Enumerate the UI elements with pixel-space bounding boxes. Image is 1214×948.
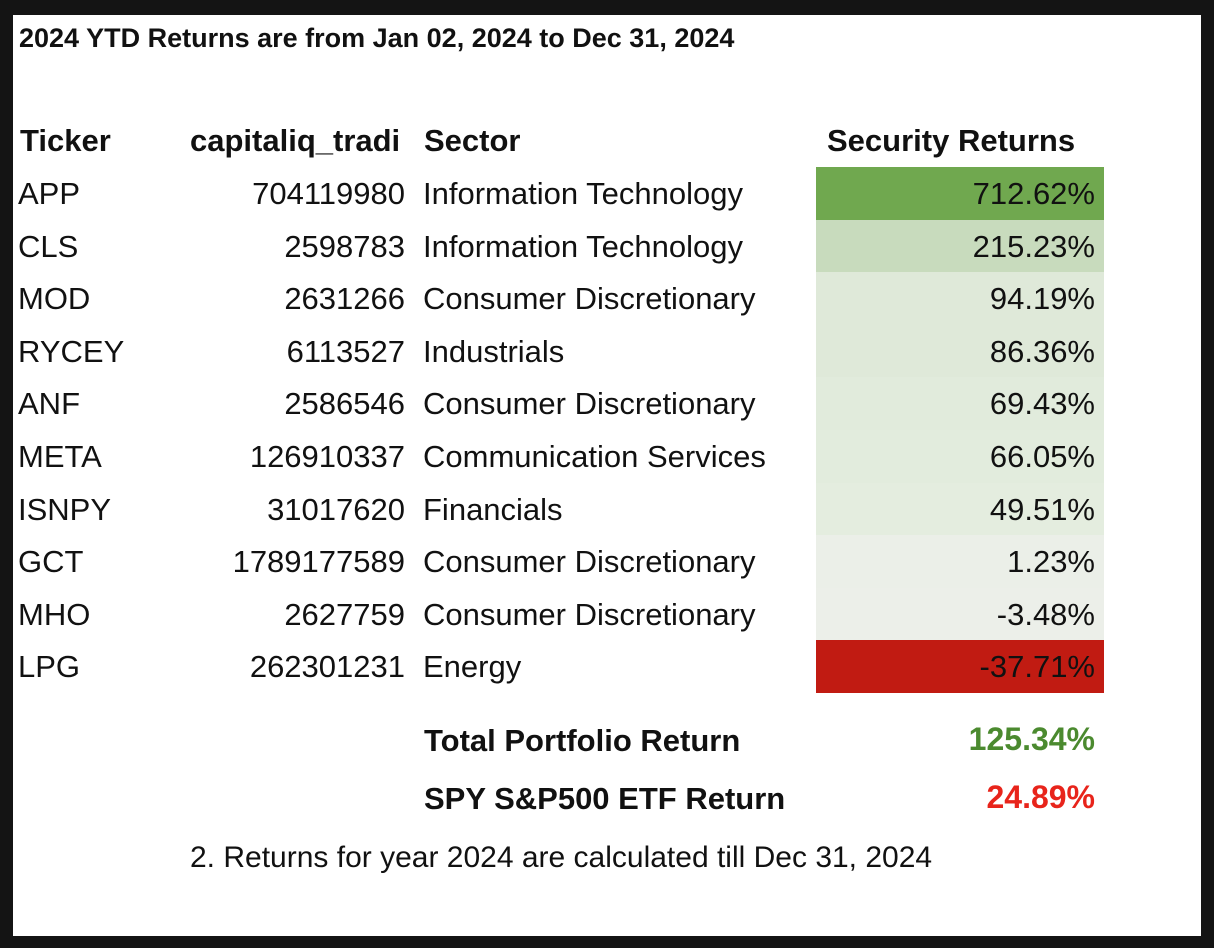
table-row: CLS 2598783 Information Technology 215.23%	[13, 219, 1201, 273]
total-portfolio-return-value: 125.34%	[968, 721, 1095, 757]
ticker-cell: MHO	[18, 596, 91, 632]
table-row: ISNPY 31017620 Financials 49.51%	[13, 482, 1201, 536]
header-security-returns: Security Returns	[827, 123, 1076, 158]
header-ticker: Ticker	[20, 123, 111, 158]
ticker-cell: LPG	[18, 649, 81, 685]
sector-cell: Communication Services	[423, 439, 766, 474]
table-row: GCT 1789177589 Consumer Discretionary 1.23%	[13, 535, 1201, 589]
capitaliq-id-cell: 2631266	[284, 281, 405, 317]
capitaliq-id-cell: 2586546	[284, 386, 405, 422]
table-row: APP 704119980 Information Technology 712.62…	[13, 167, 1201, 220]
capitaliq-id-cell: 2598783	[284, 228, 405, 264]
security-return-cell: 94.19%	[816, 272, 1104, 326]
ticker-cell: ANF	[18, 386, 80, 422]
security-return-cell: -3.48%	[816, 587, 1104, 641]
ticker-cell: ISNPY	[18, 491, 112, 527]
returns-sheet: 2024 YTD Returns are from Jan 02, 2024 t…	[13, 15, 1201, 936]
sector-cell: Financials	[423, 491, 563, 527]
sector-cell: Consumer Discretionary	[423, 386, 756, 422]
sector-cell: Industrials	[423, 333, 565, 369]
capitaliq-id-cell: 6113527	[286, 333, 405, 369]
spy-etf-return-label: SPY S&P500 ETF Return	[424, 781, 786, 816]
ticker-cell: MOD	[18, 281, 91, 317]
sector-cell: Information Technology	[423, 176, 743, 211]
header-sector: Sector	[424, 123, 521, 158]
ticker-cell: RYCEY	[18, 333, 125, 369]
security-return-cell: 86.36%	[816, 324, 1104, 378]
ticker-cell: APP	[18, 176, 81, 211]
security-return-cell: 215.23%	[816, 219, 1104, 273]
ticker-cell: META	[18, 439, 102, 474]
capitaliq-id-cell: 704119980	[252, 176, 405, 211]
sector-cell: Energy	[423, 649, 522, 685]
security-return-cell: 712.62%	[816, 167, 1104, 220]
capitaliq-id-cell: 31017620	[267, 491, 405, 527]
sector-cell: Consumer Discretionary	[423, 596, 756, 632]
table-row: MOD 2631266 Consumer Discretionary 94.19%	[13, 272, 1201, 326]
total-portfolio-return-label: Total Portfolio Return	[424, 723, 741, 758]
footnote: 2. Returns for year 2024 are calculated …	[190, 841, 933, 874]
table-row: ANF 2586546 Consumer Discretionary 69.43%	[13, 377, 1201, 431]
ticker-cell: GCT	[18, 544, 84, 580]
security-return-cell: -37.71%	[816, 640, 1104, 694]
table-row: RYCEY 6113527 Industrials 86.36%	[13, 324, 1201, 378]
security-return-cell: 69.43%	[816, 377, 1104, 431]
spy-etf-return-value: 24.89%	[986, 779, 1095, 815]
header-capitaliq-id: capitaliq_tradi	[190, 123, 401, 158]
capitaliq-id-cell: 126910337	[249, 439, 405, 474]
table-row: LPG 262301231 Energy -37.71%	[13, 640, 1201, 694]
table-row: META 126910337 Communication Services 66.05…	[13, 430, 1201, 483]
sector-cell: Information Technology	[423, 228, 743, 264]
security-return-cell: 1.23%	[816, 535, 1104, 589]
security-return-cell: 66.05%	[816, 430, 1104, 483]
sector-cell: Consumer Discretionary	[423, 544, 756, 580]
table-row: MHO 2627759 Consumer Discretionary -3.48%	[13, 587, 1201, 641]
capitaliq-id-cell: 2627759	[284, 596, 405, 632]
security-return-cell: 49.51%	[816, 482, 1104, 536]
sheet-title: 2024 YTD Returns are from Jan 02, 2024 t…	[19, 23, 735, 53]
ticker-cell: CLS	[18, 228, 79, 264]
sector-cell: Consumer Discretionary	[423, 281, 756, 317]
capitaliq-id-cell: 1789177589	[232, 544, 405, 580]
capitaliq-id-cell: 262301231	[249, 649, 405, 685]
